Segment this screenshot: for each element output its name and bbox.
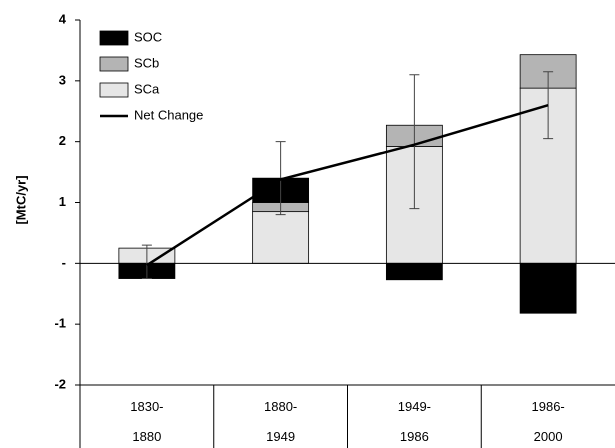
y-tick-label: 1 — [59, 194, 66, 209]
y-tick-label: - — [62, 255, 66, 270]
x-tick-label: 1880-1949 — [264, 399, 297, 444]
legend-swatch — [99, 30, 129, 46]
legend-label: SOC — [134, 29, 162, 44]
y-tick-label: -1 — [54, 316, 66, 331]
error-bar — [141, 244, 152, 280]
y-tick-label: 2 — [59, 133, 66, 148]
x-tick-label: 1949-1986 — [398, 399, 431, 444]
y-axis-label: [MtC/yr] — [13, 175, 28, 224]
y-tick-label: -2 — [54, 376, 66, 391]
error-bar — [543, 71, 554, 140]
y-tick-label: 4 — [59, 11, 67, 26]
x-tick-label: 1986-2000 — [532, 399, 565, 444]
legend-swatch — [99, 82, 129, 98]
y-tick-label: 3 — [59, 72, 66, 87]
bar-segment — [385, 262, 443, 281]
legend-label: SCb — [134, 55, 159, 70]
error-bar — [409, 74, 420, 210]
legend-label: Net Change — [134, 107, 203, 122]
legend-swatch — [99, 56, 129, 72]
net-change-line — [146, 103, 549, 267]
bar-segment — [519, 262, 577, 314]
bar-segment — [252, 211, 310, 264]
legend-label: SCa — [134, 81, 160, 96]
x-tick-label: 1830-1880 — [130, 399, 163, 444]
